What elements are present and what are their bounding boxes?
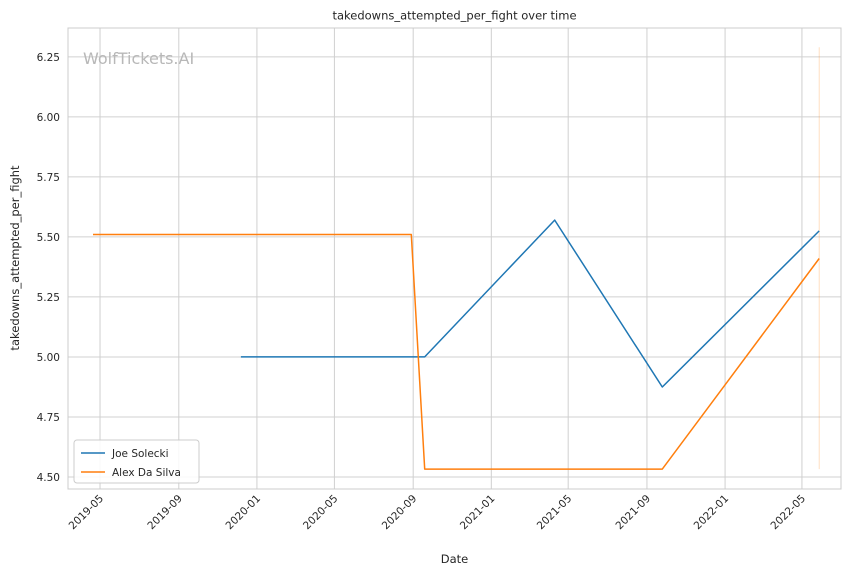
x-tick-label: 2019-05: [67, 493, 107, 533]
x-tick-label: 2020-05: [301, 493, 341, 533]
x-tick-label: 2021-05: [535, 493, 575, 533]
x-tick-label: 2020-09: [380, 493, 420, 533]
chart-title: takedowns_attempted_per_fight over time: [332, 9, 576, 23]
y-tick-label: 4.75: [37, 412, 60, 424]
x-tick-label: 2022-05: [769, 493, 809, 533]
x-tick-label: 2019-09: [145, 493, 185, 533]
y-tick-labels: 4.50 4.75 5.00 5.25 5.50 5.75 6.00 6.25: [37, 52, 60, 484]
legend-label-alex-da-silva: Alex Da Silva: [112, 467, 181, 479]
y-tick-label: 5.00: [37, 352, 60, 364]
x-tick-label: 2020-01: [224, 493, 264, 533]
grid: [68, 28, 841, 489]
series-line-joe-solecki: [240, 219, 820, 388]
legend: Joe Solecki Alex Da Silva: [73, 439, 200, 484]
series-line-alex-da-silva: [93, 233, 820, 470]
legend-label-joe-solecki: Joe Solecki: [111, 448, 169, 460]
y-axis-label: takedowns_attempted_per_fight: [8, 165, 22, 351]
watermark: WolfTickets.AI: [83, 49, 194, 68]
y-tick-label: 5.25: [37, 292, 60, 304]
y-tick-label: 4.50: [37, 472, 60, 484]
x-axis-label: Date: [441, 552, 469, 566]
x-tick-labels: 2019-05 2019-09 2020-01 2020-05 2020-09 2021-…: [67, 493, 808, 533]
y-tick-label: 5.75: [37, 172, 60, 184]
x-tick-label: 2021-01: [458, 493, 498, 533]
legend-box: [73, 439, 200, 484]
y-tick-label: 6.25: [37, 52, 60, 64]
plot-frame: [67, 27, 842, 490]
y-tick-label: 5.50: [37, 232, 60, 244]
series-layer: [93, 219, 820, 470]
y-tick-label: 6.00: [37, 112, 60, 124]
x-tick-label: 2022-01: [692, 493, 732, 533]
x-tick-label: 2021-09: [614, 493, 654, 533]
